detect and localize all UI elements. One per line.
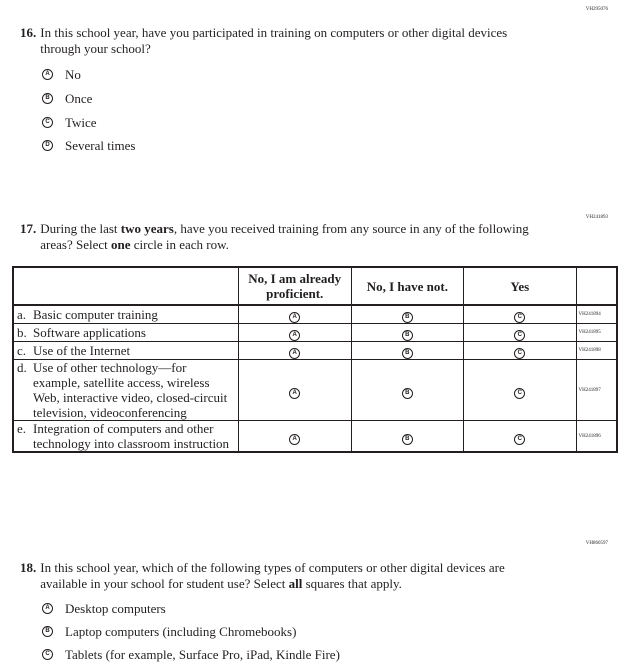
option-label: Tablets (for example, Surface Pro, iPad,… bbox=[65, 647, 340, 662]
option-tablets[interactable]: C Tablets (for example, Surface Pro, iPad… bbox=[42, 646, 340, 663]
table-row: c. Use of the Internet A B C VH241898 bbox=[12, 341, 618, 360]
bubble-c-icon[interactable]: C bbox=[42, 117, 53, 128]
bubble-a-icon[interactable]: A bbox=[289, 330, 301, 341]
option-laptop[interactable]: B Laptop computers (including Chromebooks… bbox=[42, 623, 296, 640]
training-table: No, I am already proficient. No, I have … bbox=[12, 266, 618, 453]
bubble-a-icon[interactable]: A bbox=[42, 603, 53, 614]
question-16: 16. In this school year, have you partici… bbox=[20, 25, 560, 57]
row-label: e. Integration of computers and other tec… bbox=[12, 420, 239, 453]
col-header-proficient: No, I am already proficient. bbox=[237, 266, 352, 306]
response-cell[interactable]: B bbox=[350, 359, 465, 421]
item-id-q18: VH860597 bbox=[585, 541, 608, 546]
bubble-d-icon[interactable]: D bbox=[42, 140, 53, 151]
row-item-id: VH241894 bbox=[575, 304, 618, 324]
row-item-id: VH241895 bbox=[575, 323, 618, 342]
bubble-c-icon[interactable]: C bbox=[514, 312, 526, 323]
option-label: No bbox=[65, 67, 81, 82]
response-cell[interactable]: A bbox=[237, 323, 352, 342]
bubble-b-icon[interactable]: B bbox=[401, 348, 413, 359]
col-header-have-not: No, I have not. bbox=[350, 266, 465, 306]
option-label: Desktop computers bbox=[65, 601, 166, 616]
row-item-id: VH241897 bbox=[575, 359, 618, 421]
option-label: Laptop computers (including Chromebooks) bbox=[65, 624, 297, 639]
col-header-yes: Yes bbox=[463, 266, 577, 306]
bubble-a-icon[interactable]: A bbox=[289, 312, 301, 323]
bubble-c-icon[interactable]: C bbox=[514, 387, 526, 399]
response-cell[interactable]: C bbox=[463, 323, 577, 342]
option-once[interactable]: B Once bbox=[42, 90, 92, 107]
option-no[interactable]: A No bbox=[42, 66, 81, 83]
response-cell[interactable]: B bbox=[350, 420, 465, 453]
response-cell[interactable]: A bbox=[237, 359, 352, 421]
item-id-q17: VH241893 bbox=[585, 215, 608, 220]
row-label: a. Basic computer training bbox=[12, 304, 239, 324]
response-cell[interactable]: A bbox=[237, 420, 352, 453]
question-18: 18. In this school year, which of the fol… bbox=[20, 560, 560, 592]
item-id-q16: VH295076 bbox=[585, 7, 608, 12]
bubble-c-icon[interactable]: C bbox=[514, 433, 526, 445]
question-number: 18. bbox=[20, 560, 37, 575]
bubble-b-icon[interactable]: B bbox=[401, 312, 413, 323]
bubble-a-icon[interactable]: A bbox=[42, 69, 53, 80]
bubble-b-icon[interactable]: B bbox=[42, 93, 53, 104]
response-cell[interactable]: C bbox=[463, 420, 577, 453]
question-number: 16. bbox=[20, 25, 37, 40]
option-desktop[interactable]: A Desktop computers bbox=[42, 600, 166, 617]
table-row: a. Basic computer training A B C VH241894 bbox=[12, 304, 618, 324]
bubble-c-icon[interactable]: C bbox=[42, 649, 53, 660]
response-cell[interactable]: A bbox=[237, 341, 352, 360]
bubble-c-icon[interactable]: C bbox=[514, 330, 526, 341]
response-cell[interactable]: A bbox=[237, 304, 352, 324]
option-twice[interactable]: C Twice bbox=[42, 114, 97, 131]
row-item-id: VH241898 bbox=[575, 341, 618, 360]
response-cell[interactable]: B bbox=[350, 341, 465, 360]
row-label: b. Software applications bbox=[12, 323, 239, 342]
response-cell[interactable]: B bbox=[350, 323, 465, 342]
table-header: No, I am already proficient. No, I have … bbox=[12, 266, 618, 306]
response-cell[interactable]: C bbox=[463, 359, 577, 421]
response-cell[interactable]: C bbox=[463, 304, 577, 324]
option-several-times[interactable]: D Several times bbox=[42, 137, 135, 154]
row-label: d. Use of other technology—for example, s… bbox=[12, 359, 239, 421]
bubble-a-icon[interactable]: A bbox=[289, 433, 301, 445]
table-row: b. Software applications A B C VH241895 bbox=[12, 323, 618, 342]
table-row: d. Use of other technology—for example, s… bbox=[12, 359, 618, 421]
response-cell[interactable]: B bbox=[350, 304, 465, 324]
table-row: e. Integration of computers and other tec… bbox=[12, 420, 618, 453]
question-17: 17. During the last two years, have you r… bbox=[20, 221, 560, 253]
row-item-id: VH241896 bbox=[575, 420, 618, 453]
question-text: In this school year, which of the follow… bbox=[40, 560, 505, 591]
bubble-a-icon[interactable]: A bbox=[289, 387, 301, 399]
bubble-b-icon[interactable]: B bbox=[42, 626, 53, 637]
bubble-a-icon[interactable]: A bbox=[289, 348, 301, 359]
response-cell[interactable]: C bbox=[463, 341, 577, 360]
option-label: Several times bbox=[65, 138, 136, 153]
bubble-b-icon[interactable]: B bbox=[401, 330, 413, 341]
bubble-b-icon[interactable]: B bbox=[401, 433, 413, 445]
option-label: Once bbox=[65, 91, 93, 106]
option-label: Twice bbox=[65, 115, 97, 130]
question-text: In this school year, have you participat… bbox=[40, 25, 508, 56]
row-label: c. Use of the Internet bbox=[12, 341, 239, 360]
question-text: During the last two years, have you rece… bbox=[40, 221, 529, 252]
bubble-b-icon[interactable]: B bbox=[401, 387, 413, 399]
question-number: 17. bbox=[20, 221, 37, 236]
bubble-c-icon[interactable]: C bbox=[514, 348, 526, 359]
